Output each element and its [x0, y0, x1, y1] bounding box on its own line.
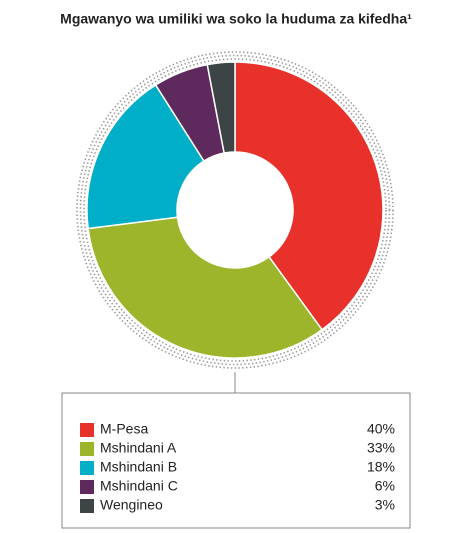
legend-swatch [80, 461, 94, 475]
legend-swatch [80, 499, 94, 513]
legend-box [61, 392, 411, 529]
donut-slice [206, 61, 236, 154]
legend-value: 40% [367, 421, 395, 437]
legend-label: Mshindani A [100, 440, 177, 456]
donut-slice [234, 61, 384, 331]
legend-value: 3% [375, 497, 395, 513]
legend-swatch [80, 423, 94, 437]
legend-value: 33% [367, 440, 395, 456]
donut-slice [86, 84, 205, 230]
legend-label: M-Pesa [100, 421, 148, 437]
legend-swatch [80, 480, 94, 494]
legend-label: Wengineo [100, 497, 163, 513]
legend-value: 6% [375, 478, 395, 494]
dotted-ring [76, 51, 394, 369]
donut-slice [87, 216, 324, 359]
chart-title: Mgawanyo wa umiliki wa soko la huduma za… [60, 11, 412, 27]
legend-label: Mshindani B [100, 459, 177, 475]
legend-label: Mshindani C [100, 478, 178, 494]
legend-value: 18% [367, 459, 395, 475]
legend-swatch [80, 442, 94, 456]
